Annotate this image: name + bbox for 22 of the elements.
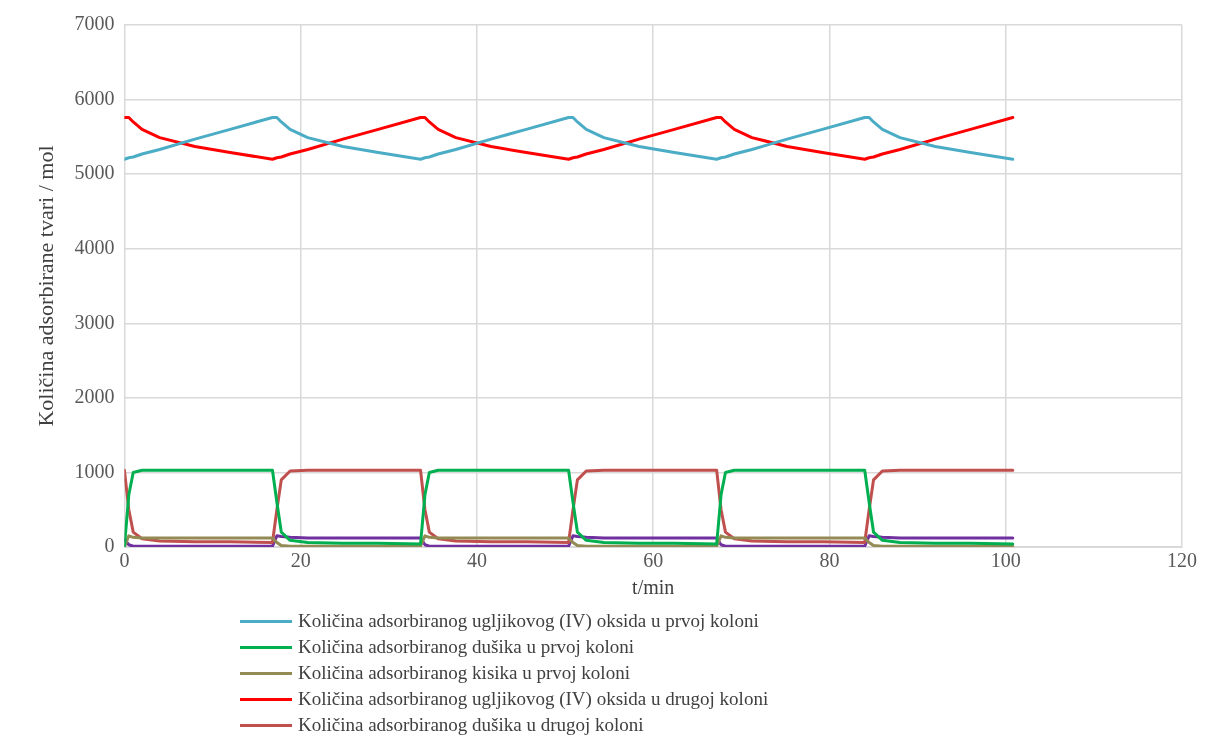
legend-label: Količina adsorbiranog dušika u prvoj koloni [298, 636, 635, 658]
legend-label: Količina adsorbiranog kisika u prvoj koloni [298, 662, 630, 684]
y-tick-label: 7000 [74, 12, 115, 35]
legend-label: Količina adsorbiranog ugljikovog (IV) oksida u drugoj koloni [298, 688, 769, 710]
y-tick-label: 3000 [74, 310, 115, 333]
x-tick-label: 80 [819, 549, 840, 572]
legend-label: Količina adsorbiranog ugljikovog (IV) oksida u prvoj koloni [298, 610, 759, 632]
y-tick-label: 6000 [74, 86, 115, 109]
y-tick-label: 1000 [74, 459, 115, 482]
x-tick-label: 60 [643, 549, 664, 572]
x-axis-title: t/min [632, 576, 675, 599]
x-tick-label: 40 [466, 549, 487, 572]
legend-label: Količina adsorbiranog dušika u drugoj koloni [298, 714, 644, 736]
y-tick-label: 5000 [74, 161, 115, 184]
y-tick-label: 2000 [74, 385, 115, 408]
y-axis-title: Količina adsorbirane tvari / mol [32, 145, 58, 427]
x-tick-label: 20 [290, 549, 311, 572]
y-tick-label: 0 [104, 534, 115, 557]
x-tick-label: 120 [1167, 549, 1197, 572]
y-tick-label: 4000 [74, 235, 115, 258]
x-tick-label: 0 [119, 549, 130, 572]
x-tick-label: 100 [990, 549, 1021, 572]
